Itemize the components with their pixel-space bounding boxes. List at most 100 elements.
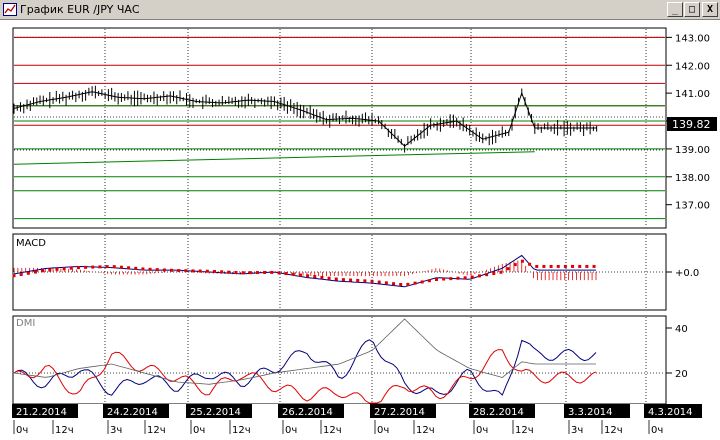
signal-dot	[255, 271, 259, 275]
price-tick-label: 142.00	[675, 61, 710, 72]
signal-dot	[33, 270, 37, 274]
signal-dot	[263, 270, 267, 274]
signal-dot	[227, 270, 231, 274]
hour-label: 0ч	[16, 425, 28, 436]
window-title: График EUR /JPY ЧАС	[20, 3, 140, 16]
current-price-box	[667, 117, 717, 131]
minimize-button[interactable]: _	[667, 2, 683, 17]
signal-dot	[127, 266, 131, 270]
dmi-tick-20-label: 20	[675, 369, 688, 380]
trend-line	[13, 151, 535, 165]
date-label-box	[564, 404, 630, 418]
signal-dot	[284, 272, 288, 276]
dmi-label: DMI	[16, 318, 35, 329]
maximize-button[interactable]: □	[684, 2, 700, 17]
date-label-box	[469, 404, 535, 418]
signal-dot	[198, 269, 202, 273]
price-tick-label: 137.00	[675, 201, 710, 212]
hour-label: 12ч	[515, 425, 534, 436]
signal-dot	[377, 280, 381, 284]
dmi-minus-line	[13, 349, 597, 404]
signal-dot	[442, 277, 446, 281]
signal-dot	[112, 265, 116, 269]
signal-dot	[477, 274, 481, 278]
signal-dot	[26, 271, 30, 275]
signal-dot	[313, 275, 317, 279]
signal-dot	[205, 269, 209, 273]
signal-dot	[213, 269, 217, 273]
signal-dot	[399, 283, 403, 287]
signal-dot	[19, 272, 23, 276]
price-panel[interactable]: 143.00 142.00 141.00 139.00 138.00 137.00 139…	[12, 27, 717, 229]
current-price-label: 139.82	[672, 118, 711, 131]
signal-dot	[234, 270, 238, 274]
price-tick-label: 141.00	[675, 89, 710, 100]
signal-dot	[492, 271, 496, 275]
signal-dot	[434, 278, 438, 282]
macd-grid	[14, 235, 665, 309]
signal-dot	[470, 275, 474, 279]
title-bar[interactable]: График EUR /JPY ЧАС _ □ X	[0, 0, 720, 20]
signal-dot	[69, 266, 73, 270]
signal-dot	[291, 272, 295, 276]
hour-label: 12ч	[232, 425, 251, 436]
macd-zero-label: +0.0	[675, 268, 699, 279]
signal-dot	[320, 275, 324, 279]
signal-dot	[520, 259, 524, 263]
date-label-box	[370, 404, 436, 418]
signal-dot	[420, 280, 424, 284]
signal-dot	[356, 278, 360, 282]
price-levels	[13, 36, 665, 220]
date-label: 24.2.2014	[107, 407, 158, 418]
date-label: 28.2.2014	[473, 407, 524, 418]
macd-series-line	[13, 254, 596, 288]
macd-line	[13, 254, 596, 288]
macd-signal-dots	[12, 259, 596, 287]
chart-area[interactable]: 143.00 142.00 141.00 139.00 138.00 137.00 139…	[0, 20, 720, 440]
signal-dot	[148, 267, 152, 271]
hour-label: 0ч	[651, 425, 663, 436]
dmi-tick-40-label: 40	[675, 324, 688, 335]
signal-dot	[499, 270, 503, 274]
signal-dot	[119, 265, 123, 269]
macd-label: MACD	[16, 238, 46, 249]
price-tick-label: 143.00	[675, 33, 710, 44]
signal-dot	[427, 279, 431, 283]
hour-label: 12ч	[147, 425, 166, 436]
date-label: 3.3.2014	[568, 407, 613, 418]
signal-dot	[563, 264, 567, 268]
signal-dot	[334, 277, 338, 281]
signal-dot	[571, 264, 575, 268]
signal-dot	[155, 268, 159, 272]
date-strip	[0, 404, 720, 420]
hour-label: 12ч	[604, 425, 623, 436]
hour-label: 12ч	[323, 425, 342, 436]
date-label: 26.2.2014	[282, 407, 333, 418]
hour-label: 0ч	[476, 425, 488, 436]
hour-label: 12ч	[55, 425, 74, 436]
date-label-box	[278, 404, 344, 418]
adx-line	[13, 318, 596, 385]
signal-dot	[298, 273, 302, 277]
signal-dot	[76, 266, 80, 270]
date-label: 4.3.2014	[648, 407, 693, 418]
signal-dot	[91, 265, 95, 269]
date-label: 27.2.2014	[374, 407, 425, 418]
chart-icon	[3, 3, 17, 16]
signal-dot	[134, 266, 138, 270]
signal-dot	[55, 267, 59, 271]
signal-dot	[549, 264, 553, 268]
signal-dot	[349, 278, 353, 282]
signal-dot	[506, 267, 510, 271]
signal-dot	[406, 282, 410, 286]
date-label-box	[103, 404, 169, 418]
dmi-grid	[14, 317, 665, 403]
macd-panel[interactable]: MACD +0.0	[12, 233, 700, 311]
signal-dot	[578, 264, 582, 268]
close-button[interactable]: X	[702, 2, 718, 17]
date-label-box	[644, 404, 702, 418]
signal-dot	[327, 276, 331, 280]
signal-dot	[542, 264, 546, 268]
hour-label: 0ч	[377, 425, 389, 436]
